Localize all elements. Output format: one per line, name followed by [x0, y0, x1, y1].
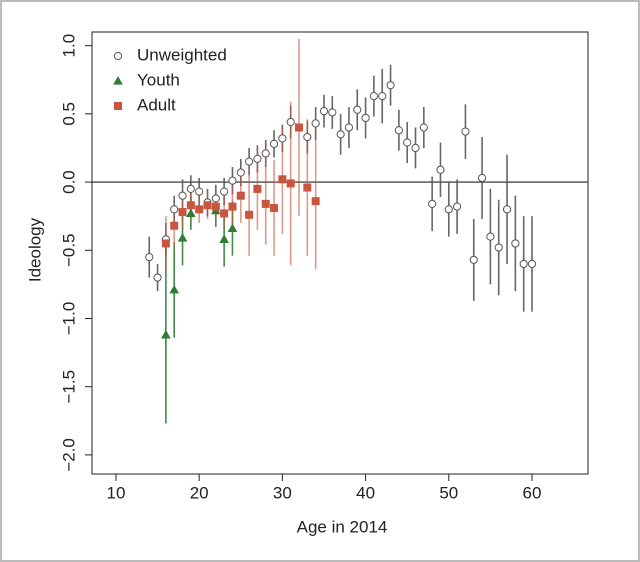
point	[486, 232, 495, 241]
legend: Unweighted Youth Adult	[113, 45, 227, 114]
point	[211, 194, 220, 203]
point	[253, 184, 262, 193]
y-tick-label: 0.0	[59, 170, 78, 194]
x-axis-label: Age in 2014	[297, 517, 388, 536]
y-tick-label: −2.0	[59, 438, 78, 472]
point	[245, 210, 254, 219]
point	[303, 132, 312, 142]
point	[502, 205, 512, 214]
point	[328, 108, 337, 117]
point	[311, 197, 320, 206]
point	[286, 179, 295, 188]
axes: 10 20 30 40 50 60 1.0 0.5 0.0 −0.5 −1.0 −1.5 −2.0	[59, 34, 541, 503]
x-tick-label: 30	[273, 483, 292, 502]
y-tick-label: −1.0	[59, 302, 78, 336]
point	[336, 130, 345, 139]
point	[228, 176, 237, 185]
point	[477, 173, 487, 183]
x-tick-label: 20	[190, 483, 209, 502]
point	[220, 187, 229, 196]
point	[303, 183, 312, 192]
point	[211, 202, 220, 211]
point	[353, 105, 362, 114]
point	[511, 239, 520, 248]
legend-marker	[114, 102, 122, 110]
point	[228, 202, 237, 211]
y-tick-label: 1.0	[59, 34, 78, 58]
point	[253, 154, 262, 163]
legend-label: Adult	[137, 95, 176, 114]
point	[145, 252, 154, 262]
point	[411, 143, 420, 153]
y-tick-label: −0.5	[59, 233, 78, 267]
legend-marker	[113, 51, 123, 61]
point	[177, 232, 188, 242]
plot-area	[92, 38, 588, 424]
point	[436, 165, 445, 174]
point	[461, 127, 470, 136]
point	[178, 208, 187, 217]
x-tick-label: 50	[439, 483, 458, 502]
point	[278, 134, 287, 143]
point	[295, 123, 304, 132]
x-tick-label: 10	[107, 483, 126, 502]
point	[186, 208, 196, 218]
legend-marker	[113, 76, 123, 85]
point	[203, 201, 212, 210]
point	[161, 329, 171, 339]
point	[403, 138, 412, 147]
point	[219, 234, 229, 243]
point	[453, 202, 462, 211]
point	[361, 113, 370, 123]
point	[220, 209, 229, 218]
point	[386, 81, 395, 90]
point	[278, 175, 287, 184]
point	[178, 191, 187, 200]
point	[378, 92, 387, 101]
point	[169, 284, 180, 294]
point	[161, 239, 170, 248]
point	[236, 168, 245, 177]
y-tick-label: 0.5	[59, 102, 78, 126]
point	[261, 149, 270, 158]
point	[344, 123, 354, 132]
point	[227, 223, 238, 233]
point	[261, 199, 270, 208]
point	[170, 221, 179, 230]
point	[195, 205, 204, 214]
point	[519, 259, 528, 269]
point	[469, 255, 478, 264]
point	[236, 191, 245, 200]
y-axis-label: Ideology	[25, 217, 44, 282]
point	[319, 107, 329, 116]
point	[369, 92, 379, 101]
point	[186, 201, 195, 210]
point	[269, 139, 279, 148]
point	[444, 205, 453, 214]
point	[195, 187, 204, 196]
x-tick-label: 40	[356, 483, 375, 502]
legend-label: Unweighted	[137, 45, 227, 64]
point	[244, 157, 254, 166]
point	[419, 123, 428, 132]
point	[527, 259, 537, 269]
x-tick-label: 60	[523, 483, 542, 502]
point	[153, 273, 162, 282]
point	[170, 205, 179, 214]
y-tick-label: −1.5	[59, 370, 78, 404]
point	[286, 117, 295, 127]
plot-box	[91, 31, 589, 475]
point	[311, 119, 320, 128]
point	[494, 243, 503, 252]
point	[186, 184, 195, 193]
point	[270, 203, 279, 212]
legend-label: Youth	[137, 70, 180, 89]
point	[428, 199, 437, 208]
point	[394, 126, 403, 135]
